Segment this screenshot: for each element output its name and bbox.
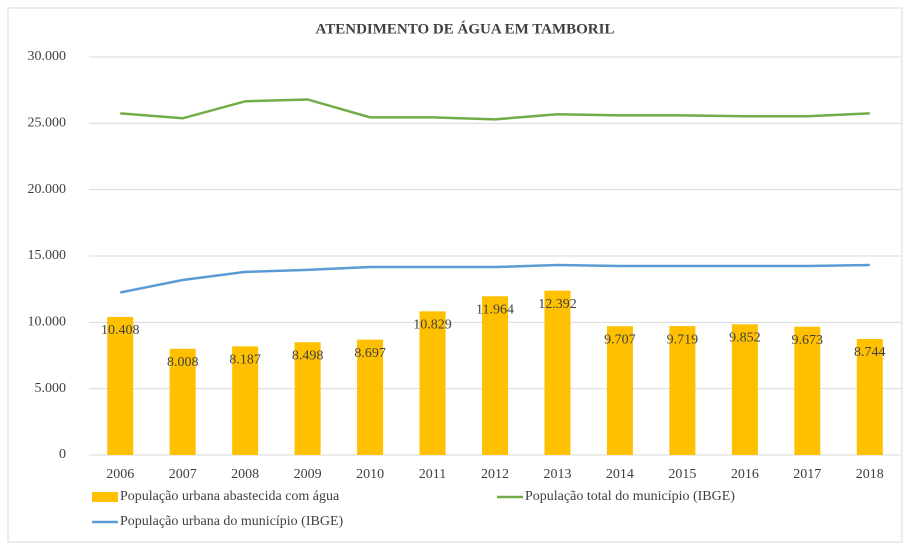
legend-label: População total do município (IBGE) xyxy=(525,489,735,504)
data-label: 8.744 xyxy=(854,345,886,360)
line xyxy=(119,263,870,294)
x-tick-label: 2010 xyxy=(356,467,384,482)
legend-label: População urbana do município (IBGE) xyxy=(120,514,344,529)
data-label: 9.673 xyxy=(792,333,824,348)
bar xyxy=(482,296,508,455)
bar xyxy=(169,348,196,455)
data-label: 11.964 xyxy=(476,302,514,317)
bar xyxy=(357,339,384,455)
x-tick-label: 2016 xyxy=(731,467,759,482)
y-tick-label: 5.000 xyxy=(35,381,67,396)
chart-title: ATENDIMENTO DE ÁGUA EM TAMBORIL xyxy=(316,20,615,37)
bar xyxy=(232,346,259,455)
x-tick-label: 2014 xyxy=(606,467,634,482)
y-tick-label: 20.000 xyxy=(28,182,67,197)
x-tick-label: 2012 xyxy=(481,467,509,482)
data-label: 9.719 xyxy=(667,332,699,347)
bar xyxy=(669,326,696,455)
chart-frame xyxy=(7,7,903,543)
data-label: 8.498 xyxy=(292,348,324,363)
x-tick-label: 2011 xyxy=(419,467,446,482)
bar xyxy=(419,311,446,455)
bar xyxy=(107,316,134,455)
x-tick-label: 2009 xyxy=(294,467,322,482)
x-tick-label: 2008 xyxy=(231,467,259,482)
data-label: 9.707 xyxy=(604,332,636,347)
bar xyxy=(731,324,758,455)
x-tick-label: 2006 xyxy=(106,467,134,482)
data-label: 12.392 xyxy=(538,297,577,312)
x-tick-label: 2007 xyxy=(169,467,197,482)
x-tick-label: 2017 xyxy=(793,467,821,482)
data-label: 8.008 xyxy=(167,355,199,370)
bar xyxy=(856,338,883,455)
y-tick-label: 10.000 xyxy=(28,315,67,330)
x-tick-label: 2015 xyxy=(668,467,696,482)
x-tick-label: 2018 xyxy=(856,467,884,482)
legend-label: População urbana abastecida com água xyxy=(120,489,340,504)
data-label: 9.852 xyxy=(729,331,761,346)
line xyxy=(120,98,870,121)
bar xyxy=(606,326,633,455)
y-tick-label: 25.000 xyxy=(28,116,67,131)
y-tick-label: 0 xyxy=(59,447,66,462)
legend-swatch xyxy=(92,492,118,502)
bar xyxy=(294,342,321,455)
data-label: 10.829 xyxy=(413,318,452,333)
x-tick-label: 2013 xyxy=(543,467,571,482)
data-label: 8.697 xyxy=(354,346,386,361)
data-label: 10.408 xyxy=(101,323,140,338)
y-tick-label: 30.000 xyxy=(28,49,67,64)
bar xyxy=(794,326,821,455)
y-tick-label: 15.000 xyxy=(28,248,67,263)
data-label: 8.187 xyxy=(229,353,261,368)
bar xyxy=(544,290,571,455)
